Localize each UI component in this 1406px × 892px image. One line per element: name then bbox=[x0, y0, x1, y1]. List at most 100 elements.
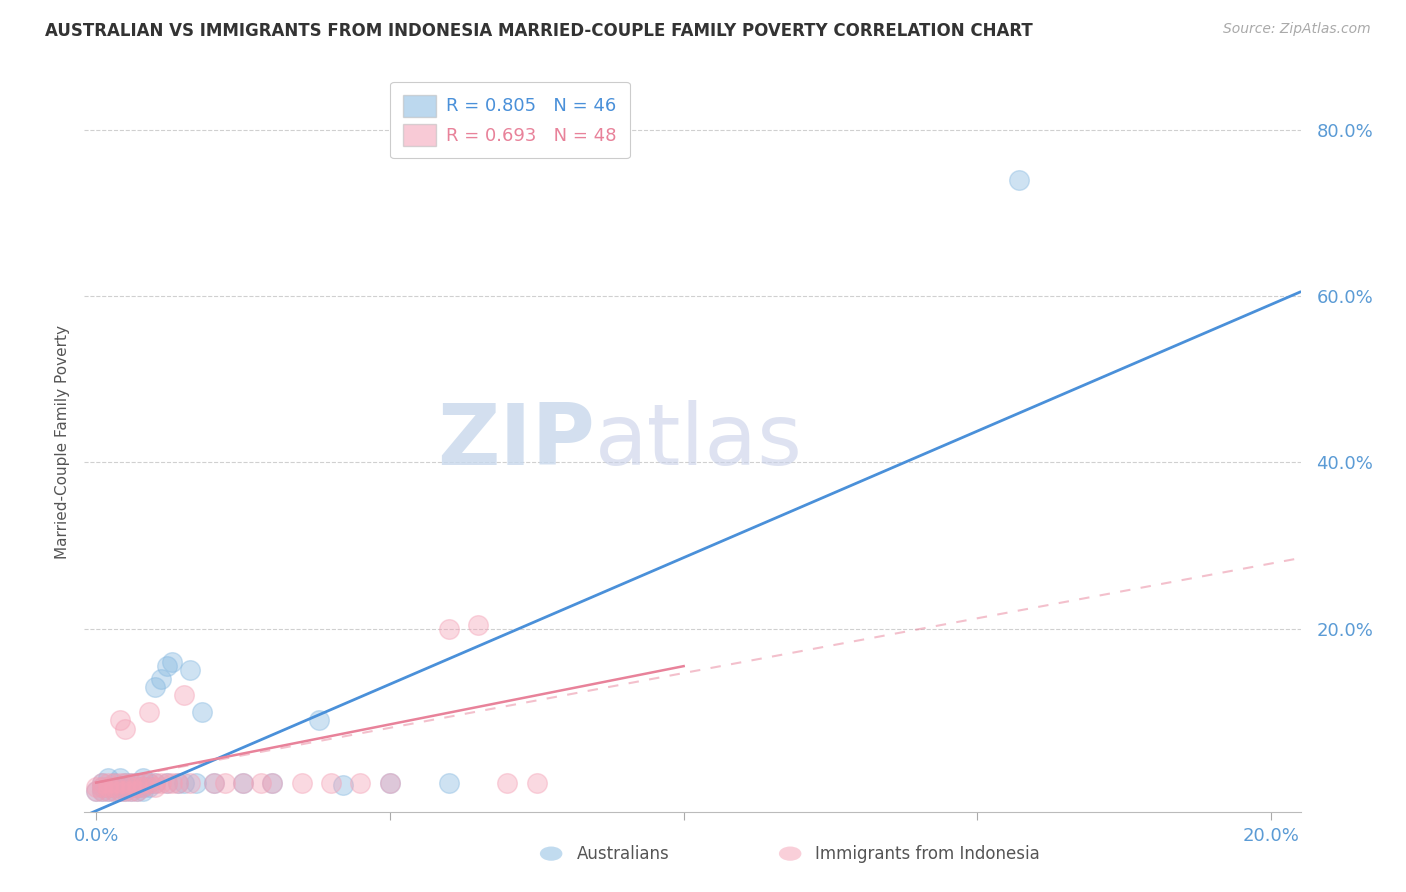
Point bbox=[127, 784, 149, 798]
Point bbox=[120, 780, 142, 794]
Point bbox=[378, 775, 401, 789]
Point bbox=[149, 775, 172, 789]
Point bbox=[103, 784, 125, 798]
Point bbox=[114, 722, 136, 736]
Point bbox=[143, 775, 166, 789]
Point bbox=[138, 780, 160, 794]
Point bbox=[191, 705, 214, 719]
Point bbox=[120, 780, 142, 794]
Point bbox=[132, 775, 155, 789]
Point bbox=[114, 784, 136, 798]
Point bbox=[156, 775, 179, 789]
Point bbox=[127, 784, 149, 798]
Point bbox=[103, 784, 125, 798]
Point bbox=[467, 617, 489, 632]
Point bbox=[108, 772, 131, 786]
Point bbox=[308, 713, 330, 727]
Point bbox=[84, 780, 107, 794]
Point bbox=[179, 775, 201, 789]
Point bbox=[84, 784, 107, 798]
Point bbox=[114, 780, 136, 794]
Point bbox=[167, 775, 190, 789]
Point bbox=[103, 780, 125, 794]
Point bbox=[108, 775, 131, 789]
Point bbox=[108, 780, 131, 794]
Point bbox=[114, 775, 136, 789]
Point bbox=[103, 775, 125, 789]
Point bbox=[162, 775, 184, 789]
Point bbox=[1007, 172, 1029, 186]
Point bbox=[91, 780, 114, 794]
Point bbox=[202, 775, 225, 789]
Point bbox=[120, 775, 142, 789]
Text: Immigrants from Indonesia: Immigrants from Indonesia bbox=[815, 845, 1040, 863]
Point bbox=[262, 775, 284, 789]
Point bbox=[127, 780, 149, 794]
Text: ZIP: ZIP bbox=[437, 400, 595, 483]
Point bbox=[91, 775, 114, 789]
Point bbox=[114, 775, 136, 789]
Point bbox=[132, 772, 155, 786]
Point bbox=[138, 775, 160, 789]
Point bbox=[149, 672, 172, 686]
Point bbox=[103, 780, 125, 794]
Point bbox=[120, 784, 142, 798]
Point bbox=[349, 775, 371, 789]
Point bbox=[91, 784, 114, 798]
Point bbox=[108, 784, 131, 798]
Y-axis label: Married-Couple Family Poverty: Married-Couple Family Poverty bbox=[55, 325, 70, 558]
Point bbox=[120, 775, 142, 789]
Point bbox=[91, 775, 114, 789]
Point bbox=[156, 775, 179, 789]
Point bbox=[127, 780, 149, 794]
Point bbox=[108, 784, 131, 798]
Point bbox=[97, 784, 120, 798]
Point bbox=[437, 622, 460, 636]
Point bbox=[97, 772, 120, 786]
Point bbox=[156, 659, 179, 673]
Point bbox=[162, 655, 184, 669]
Text: Australians: Australians bbox=[576, 845, 669, 863]
Point bbox=[97, 775, 120, 789]
Point bbox=[91, 784, 114, 798]
Point bbox=[378, 775, 401, 789]
Point bbox=[114, 784, 136, 798]
Point bbox=[143, 780, 166, 794]
Point bbox=[291, 775, 314, 789]
Point bbox=[321, 775, 343, 789]
Point bbox=[132, 780, 155, 794]
Point bbox=[138, 705, 160, 719]
Point bbox=[173, 775, 195, 789]
Text: Source: ZipAtlas.com: Source: ZipAtlas.com bbox=[1223, 22, 1371, 37]
Point bbox=[173, 688, 195, 702]
Point bbox=[132, 784, 155, 798]
Point bbox=[127, 775, 149, 789]
Point bbox=[167, 775, 190, 789]
Point bbox=[120, 784, 142, 798]
Point bbox=[526, 775, 548, 789]
Point bbox=[249, 775, 271, 789]
Point bbox=[332, 778, 354, 792]
Point bbox=[262, 775, 284, 789]
Point bbox=[97, 784, 120, 798]
Text: atlas: atlas bbox=[595, 400, 803, 483]
Point bbox=[108, 713, 131, 727]
Point bbox=[97, 780, 120, 794]
Point bbox=[214, 775, 236, 789]
Point bbox=[143, 680, 166, 694]
Point bbox=[232, 775, 254, 789]
Point bbox=[179, 663, 201, 677]
Point bbox=[97, 780, 120, 794]
Point bbox=[184, 775, 207, 789]
Point bbox=[202, 775, 225, 789]
Point bbox=[437, 775, 460, 789]
Point bbox=[91, 780, 114, 794]
Legend: R = 0.805   N = 46, R = 0.693   N = 48: R = 0.805 N = 46, R = 0.693 N = 48 bbox=[391, 82, 630, 159]
Point bbox=[143, 775, 166, 789]
Point bbox=[496, 775, 519, 789]
Text: AUSTRALIAN VS IMMIGRANTS FROM INDONESIA MARRIED-COUPLE FAMILY POVERTY CORRELATIO: AUSTRALIAN VS IMMIGRANTS FROM INDONESIA … bbox=[45, 22, 1033, 40]
Point bbox=[232, 775, 254, 789]
Point bbox=[138, 775, 160, 789]
Point bbox=[103, 775, 125, 789]
Point bbox=[132, 780, 155, 794]
